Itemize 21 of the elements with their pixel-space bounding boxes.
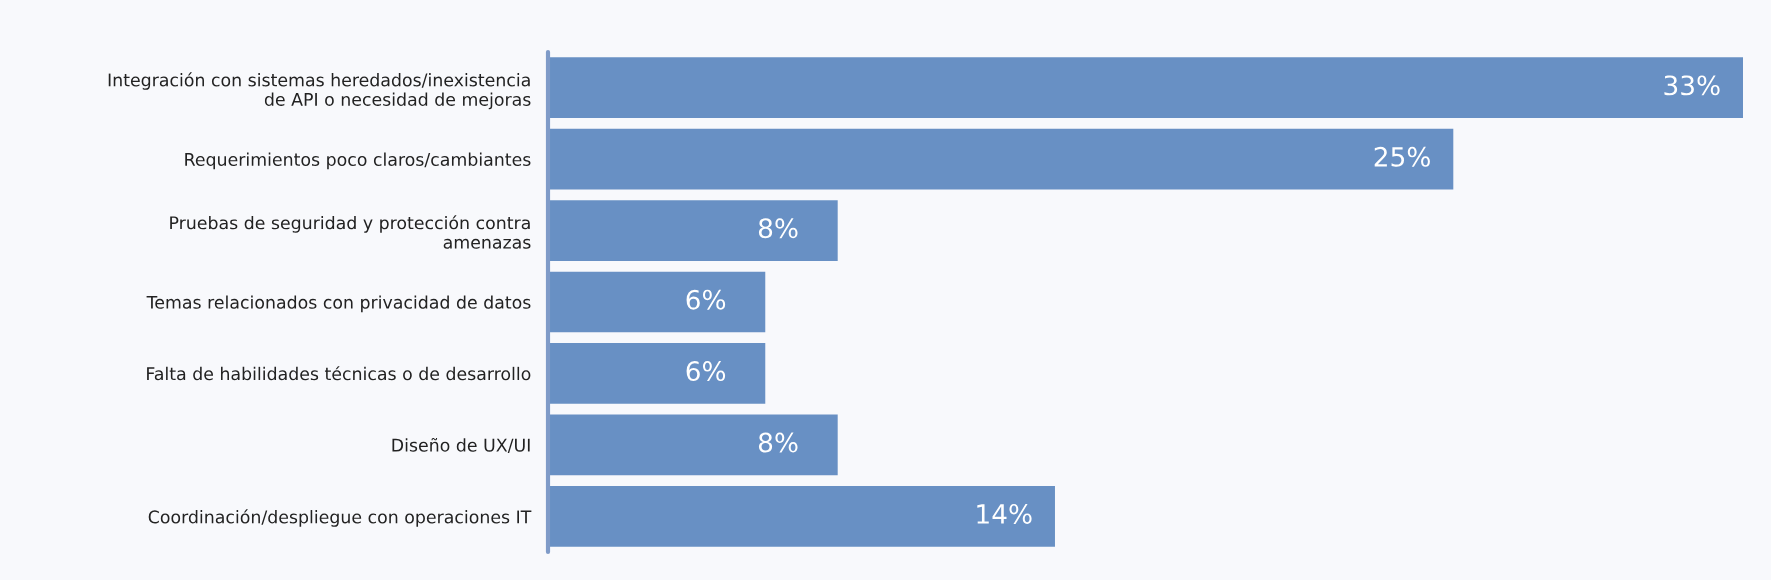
data-label: 33% bbox=[1664, 75, 1720, 96]
bar bbox=[548, 485, 1055, 547]
y-tick-label: Diseño de UX/UI bbox=[392, 437, 530, 454]
data-label: 8% bbox=[758, 218, 798, 239]
bar bbox=[548, 414, 838, 476]
y-tick-label: Temas relacionados con privacidad de datos bbox=[146, 295, 531, 313]
bar bbox=[548, 343, 766, 404]
data-label: 14% bbox=[977, 503, 1032, 524]
bar bbox=[548, 57, 1743, 119]
bar bbox=[548, 200, 838, 261]
bar bbox=[548, 271, 766, 333]
y-tick-label: Pruebas de seguridad y protección contra amenazas bbox=[170, 215, 531, 249]
data-label: 8% bbox=[758, 432, 798, 453]
data-label: 25% bbox=[1374, 146, 1430, 167]
data-label: 6% bbox=[686, 361, 726, 382]
bar bbox=[548, 128, 1454, 190]
y-tick-label: Falta de habilidades técnicas o de desarrollo bbox=[147, 366, 531, 381]
data-label: 6% bbox=[686, 289, 726, 310]
y-tick-label: Integración con sistemas heredados/inexistencia de API o necesidad de mejoras bbox=[108, 72, 531, 110]
y-tick-label: Coordinación/despliegue con operaciones IT bbox=[148, 509, 532, 527]
y-tick-label: Requerimientos poco claros/cambiantes bbox=[185, 152, 531, 170]
